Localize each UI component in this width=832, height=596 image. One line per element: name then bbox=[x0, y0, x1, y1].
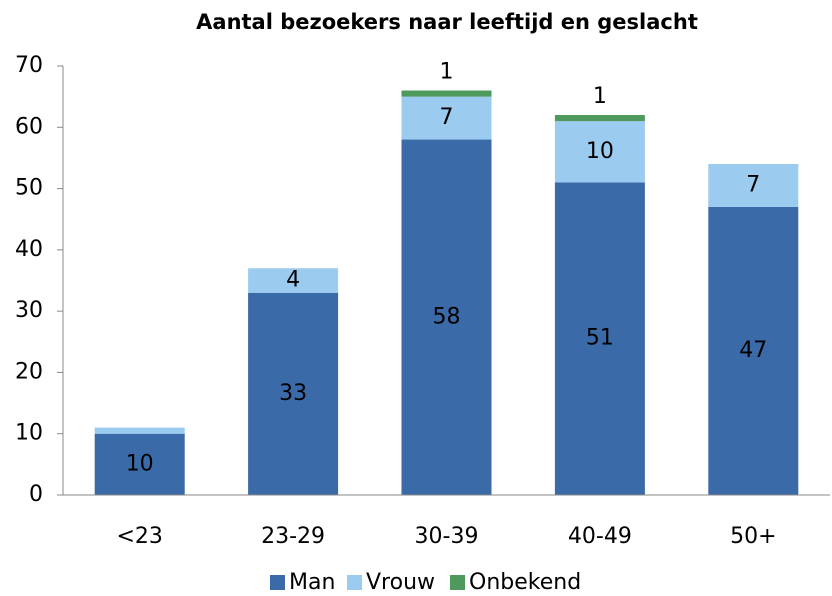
data-label: 33 bbox=[279, 381, 307, 406]
bar-segment bbox=[554, 182, 645, 495]
data-label: 10 bbox=[586, 139, 614, 164]
x-tick-label: 40-49 bbox=[568, 524, 632, 549]
x-tick-label: 50+ bbox=[730, 524, 776, 549]
chart-title: Aantal bezoekers naar leeftijd en geslac… bbox=[196, 10, 698, 34]
bar-segment bbox=[708, 164, 799, 207]
data-label: 10 bbox=[126, 451, 154, 476]
y-tick-label: 60 bbox=[15, 114, 43, 139]
y-tick-label: 30 bbox=[15, 298, 43, 323]
bar-segment bbox=[94, 427, 185, 434]
bar-segment bbox=[401, 90, 492, 97]
x-tick-label: 30-39 bbox=[415, 524, 479, 549]
y-tick-label: 50 bbox=[15, 176, 43, 201]
legend-label: Man bbox=[289, 570, 335, 595]
y-tick-label: 0 bbox=[29, 482, 43, 507]
bar-segment bbox=[401, 139, 492, 496]
data-label: 1 bbox=[593, 84, 607, 109]
bar-segment bbox=[248, 268, 339, 293]
legend-swatch bbox=[270, 575, 285, 590]
bar-segment bbox=[554, 115, 645, 122]
x-tick-label: 23-29 bbox=[261, 524, 325, 549]
bar-segment bbox=[248, 292, 339, 495]
data-label: 1 bbox=[440, 60, 454, 85]
bar-segment bbox=[708, 206, 799, 495]
legend-label: Vrouw bbox=[366, 570, 435, 595]
data-label: 7 bbox=[746, 173, 760, 198]
y-tick-label: 10 bbox=[15, 421, 43, 446]
bar-segment bbox=[554, 121, 645, 183]
legend-swatch bbox=[347, 575, 362, 590]
legend-swatch bbox=[450, 575, 465, 590]
bar-segment bbox=[401, 96, 492, 140]
data-label: 47 bbox=[739, 338, 767, 363]
bar-segment bbox=[94, 433, 185, 495]
x-tick-label: <23 bbox=[116, 524, 162, 549]
data-label: 58 bbox=[433, 304, 461, 329]
y-tick-label: 70 bbox=[15, 53, 43, 78]
data-label: 51 bbox=[586, 326, 614, 351]
y-tick-label: 40 bbox=[15, 237, 43, 262]
legend-label: Onbekend bbox=[469, 570, 581, 595]
y-tick-label: 20 bbox=[15, 359, 43, 384]
data-label: 4 bbox=[286, 268, 300, 293]
data-label: 7 bbox=[440, 105, 454, 130]
